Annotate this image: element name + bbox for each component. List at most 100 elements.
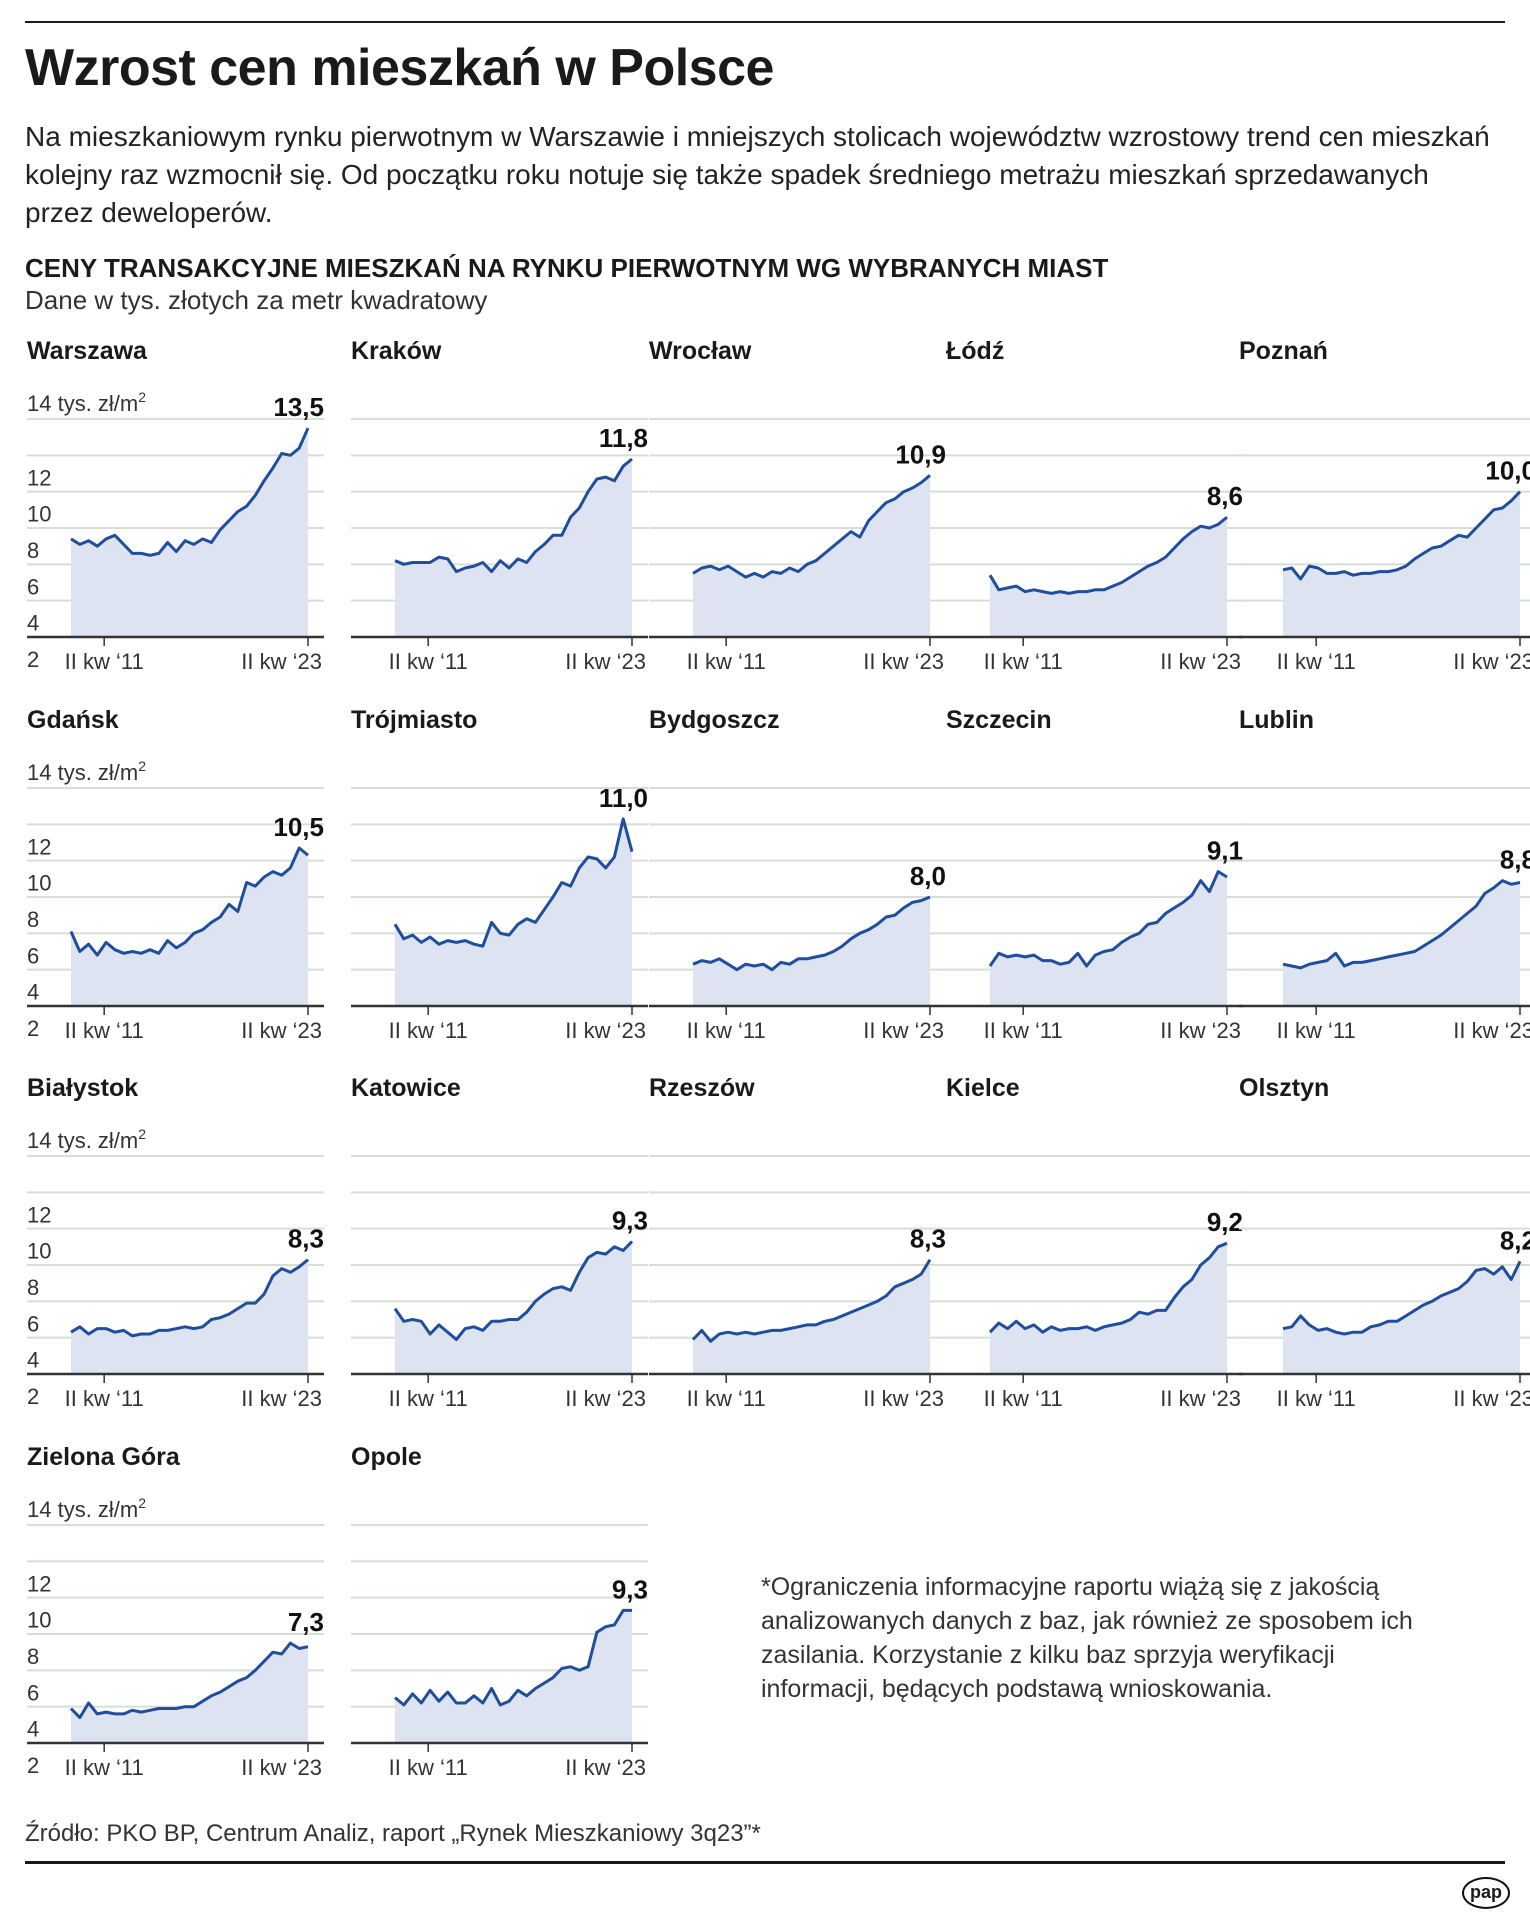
city-name: Szczecin xyxy=(946,706,1052,734)
last-value-label: 8,0 xyxy=(910,861,946,891)
city-chart: II kw ‘11 II kw ‘23 14 tys. zł/m2 12 10 8 6 4 2 1… xyxy=(27,706,327,1066)
x-tick-label: II kw ‘23 xyxy=(565,1018,646,1043)
x-tick-label: II kw ‘23 xyxy=(241,649,322,674)
y-tick-label: 2 xyxy=(27,1384,39,1409)
y-tick-label: 12 xyxy=(27,1571,51,1596)
last-value-label: 11,8 xyxy=(599,423,648,453)
city-chart: II kw ‘11 II kw ‘23 8,8 Lublin xyxy=(1239,706,1530,1066)
x-tick-label: II kw ‘23 xyxy=(565,1755,646,1780)
area-fill xyxy=(990,517,1227,637)
city-chart: II kw ‘11 II kw ‘23 10,0 Poznań xyxy=(1239,337,1530,697)
x-tick-label: II kw ‘23 xyxy=(565,1386,646,1411)
city-name: Zielona Góra xyxy=(27,1443,180,1471)
y-axis-top-label: 14 tys. zł/m2 xyxy=(27,1126,146,1153)
area-fill xyxy=(693,475,930,637)
pap-logo: pap xyxy=(1462,1877,1510,1909)
city-name: Lublin xyxy=(1239,706,1314,734)
y-tick-label: 10 xyxy=(27,1608,51,1633)
area-fill xyxy=(71,848,308,1006)
series-line xyxy=(692,895,931,972)
x-tick-label: II kw ‘23 xyxy=(1453,649,1530,674)
y-axis-top-label: 14 tys. zł/m2 xyxy=(27,758,146,785)
city-name: Kraków xyxy=(351,337,442,365)
series-line xyxy=(1282,879,1521,970)
y-tick-label: 6 xyxy=(27,1311,39,1336)
area-fill xyxy=(1283,1261,1520,1374)
area-fill xyxy=(693,897,930,1006)
area-fill xyxy=(990,871,1227,1006)
x-tick-label: II kw ‘11 xyxy=(984,649,1063,674)
last-value-label: 10,5 xyxy=(273,812,324,842)
city-chart: II kw ‘11 II kw ‘23 14 tys. zł/m2 12 10 8 6 4 2 7… xyxy=(27,1443,327,1803)
series-line xyxy=(69,1641,309,1720)
chart-svg: II kw ‘11 II kw ‘23 10,9 xyxy=(649,418,946,674)
chart-svg: II kw ‘11 II kw ‘23 14 tys. zł/m2 12 10 8 6 4 2 8… xyxy=(27,1126,324,1411)
city-chart: II kw ‘11 II kw ‘23 8,6 Łódź xyxy=(946,337,1246,697)
series-line xyxy=(70,1258,309,1338)
x-tick-label: II kw ‘11 xyxy=(389,1755,468,1780)
y-tick-label: 8 xyxy=(27,538,39,563)
superscript: 2 xyxy=(138,1126,146,1142)
x-tick-label: II kw ‘11 xyxy=(1277,1018,1356,1043)
city-chart: II kw ‘11 II kw ‘23 8,0 Bydgoszcz xyxy=(649,706,949,1066)
x-tick-label: II kw ‘11 xyxy=(65,1018,144,1043)
city-chart: II kw ‘11 II kw ‘23 8,2 Olsztyn xyxy=(1239,1074,1530,1434)
chart-subtitle: Dane w tys. złotych za metr kwadratowy xyxy=(25,285,488,315)
city-chart: II kw ‘11 II kw ‘23 9,3 Opole xyxy=(351,1443,651,1803)
series-line xyxy=(1282,1260,1522,1336)
y-tick-label: 8 xyxy=(27,1275,39,1300)
city-name: Bydgoszcz xyxy=(649,706,780,734)
x-tick-label: II kw ‘23 xyxy=(1160,649,1241,674)
city-chart: II kw ‘11 II kw ‘23 9,1 Szczecin xyxy=(946,706,1246,1066)
x-tick-label: II kw ‘23 xyxy=(1160,1018,1241,1043)
superscript: 2 xyxy=(138,758,146,774)
city-chart: II kw ‘11 II kw ‘23 10,9 Wrocław xyxy=(649,337,949,697)
y-tick-label: 10 xyxy=(27,871,51,896)
city-chart: II kw ‘11 II kw ‘23 14 tys. zł/m2 12 10 8 6 4 2 1… xyxy=(27,337,327,697)
chart-svg: II kw ‘11 II kw ‘23 8,6 xyxy=(946,418,1243,674)
city-name: Kielce xyxy=(946,1074,1020,1102)
area-fill xyxy=(990,1243,1227,1374)
series-line xyxy=(988,1241,1228,1334)
y-tick-label: 2 xyxy=(27,1016,39,1041)
last-value-label: 9,3 xyxy=(612,1574,648,1604)
y-tick-label: 12 xyxy=(27,834,51,859)
last-value-label: 9,3 xyxy=(612,1205,648,1235)
chart-svg: II kw ‘11 II kw ‘23 9,1 xyxy=(946,787,1243,1043)
last-value-label: 8,3 xyxy=(910,1224,946,1254)
y-tick-label: 4 xyxy=(27,611,39,636)
area-fill xyxy=(693,1259,930,1374)
last-value-label: 9,2 xyxy=(1207,1207,1243,1237)
chart-svg: II kw ‘11 II kw ‘23 11,0 xyxy=(351,783,648,1043)
series-line xyxy=(692,474,931,579)
y-tick-label: 4 xyxy=(27,1348,39,1373)
series-line xyxy=(394,1608,632,1707)
city-name: Poznań xyxy=(1239,337,1328,365)
area-fill xyxy=(395,818,632,1006)
chart-title: CENY TRANSAKCYJNE MIESZKAŃ NA RYNKU PIER… xyxy=(25,253,1109,283)
x-tick-label: II kw ‘11 xyxy=(687,649,766,674)
last-value-label: 11,0 xyxy=(599,783,648,813)
series-line xyxy=(69,846,309,957)
y-tick-label: 12 xyxy=(27,1202,51,1227)
city-name: Rzeszów xyxy=(649,1074,755,1102)
chart-svg: II kw ‘11 II kw ‘23 9,3 xyxy=(351,1524,648,1780)
y-axis-top-label: 14 tys. zł/m2 xyxy=(27,389,146,416)
area-fill xyxy=(71,1259,308,1374)
series-line xyxy=(70,427,310,557)
x-tick-label: II kw ‘23 xyxy=(1453,1386,1530,1411)
chart-svg: II kw ‘11 II kw ‘23 8,3 xyxy=(649,1155,946,1411)
chart-svg: II kw ‘11 II kw ‘23 8,8 xyxy=(1239,787,1530,1043)
chart-svg: II kw ‘11 II kw ‘23 11,8 xyxy=(351,418,648,674)
y-tick-label: 2 xyxy=(27,647,39,672)
last-value-label: 13,5 xyxy=(273,392,324,422)
area-fill xyxy=(71,428,308,637)
bottom-rule xyxy=(25,1861,1505,1864)
y-tick-label: 10 xyxy=(27,502,51,527)
chart-svg: II kw ‘11 II kw ‘23 14 tys. zł/m2 12 10 8 6 4 2 1… xyxy=(27,758,324,1043)
page-title: Wzrost cen mieszkań w Polsce xyxy=(25,39,774,97)
city-name: Wrocław xyxy=(649,337,752,365)
x-tick-label: II kw ‘23 xyxy=(565,649,646,674)
city-name: Katowice xyxy=(351,1074,461,1102)
chart-svg: II kw ‘11 II kw ‘23 9,3 xyxy=(351,1155,648,1411)
